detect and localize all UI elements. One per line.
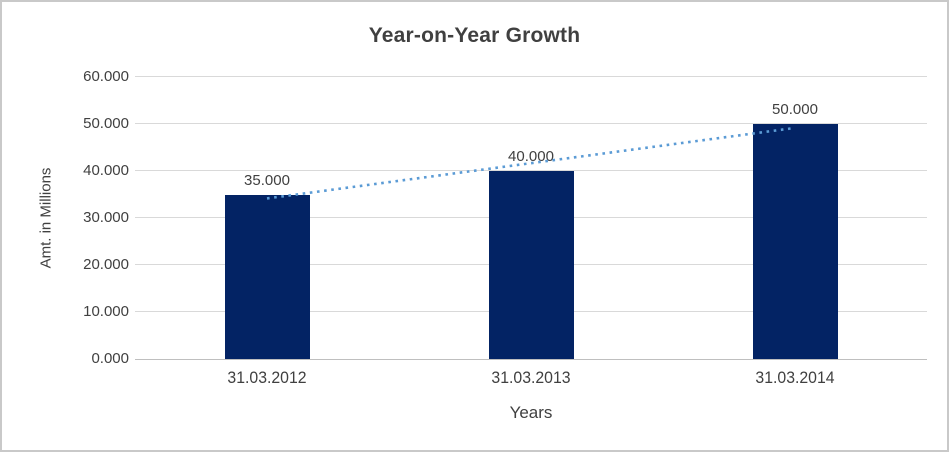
chart-title: Year-on-Year Growth	[368, 24, 581, 47]
bar	[224, 194, 310, 359]
x-axis-line	[135, 359, 927, 360]
y-tick-label: 40.000	[83, 162, 129, 179]
plot-area: 35.000 40.000 50.000	[135, 76, 927, 360]
x-tick-label: 31.03.2012	[227, 368, 307, 387]
y-tick-label: 30.000	[83, 209, 129, 226]
y-tick-label: 0.000	[91, 350, 129, 367]
bar	[488, 171, 574, 359]
trendline-path	[266, 126, 796, 200]
gridline	[135, 123, 927, 124]
x-tick-label: 31.03.2013	[491, 368, 571, 387]
trendline	[266, 126, 796, 200]
bar	[752, 124, 838, 359]
x-tick-label: 31.03.2014	[755, 368, 835, 387]
bar-value-label: 50.000	[772, 101, 818, 118]
y-tick-label: 20.000	[83, 256, 129, 273]
y-tick-label: 60.000	[83, 68, 129, 85]
gridline	[135, 170, 927, 171]
y-tick-label: 10.000	[83, 303, 129, 320]
x-axis-title: Years	[509, 403, 553, 422]
gridline	[135, 76, 927, 77]
bar-value-label: 40.000	[508, 148, 554, 165]
bar-value-label: 35.000	[244, 171, 290, 189]
y-tick-label: 50.000	[83, 115, 129, 132]
